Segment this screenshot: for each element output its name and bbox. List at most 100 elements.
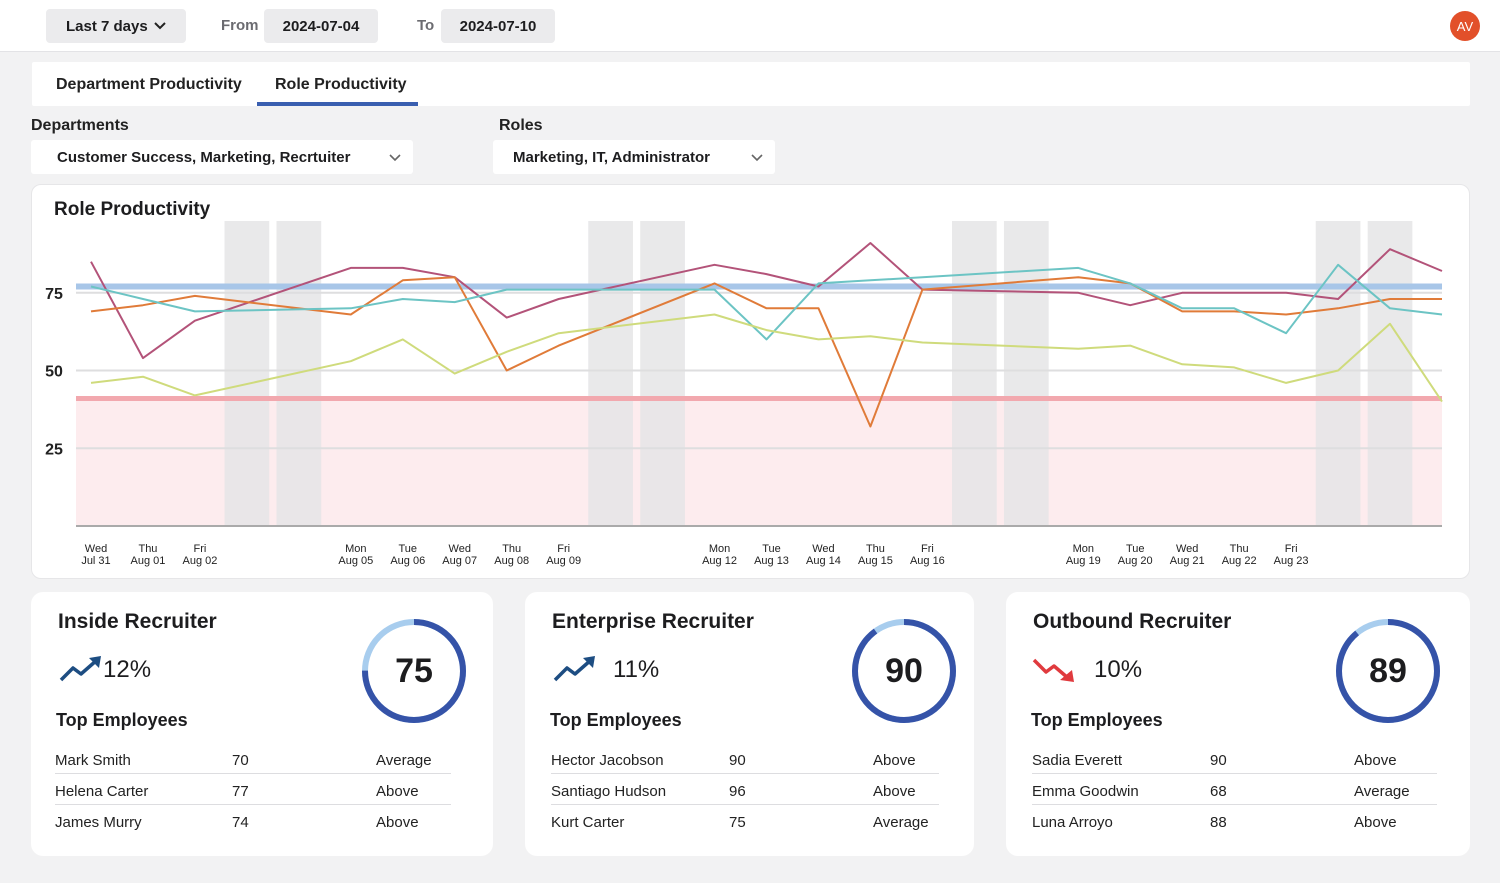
x-tick-day: Fri (921, 543, 934, 555)
to-label: To (417, 17, 435, 34)
employee-name: Helena Carter (55, 783, 149, 800)
score-gauge (852, 619, 956, 723)
score-value: 75 (395, 651, 433, 690)
employee-rating: Average (873, 814, 929, 831)
card-title: Inside Recruiter (58, 610, 217, 633)
x-tick-date: Aug 15 (858, 555, 893, 567)
x-tick-day: Tue (762, 543, 781, 555)
recruiter-card: Inside Recruiter 12% 75 Top Employees Mark… (31, 592, 493, 856)
x-tick-day: Mon (709, 543, 730, 555)
score-gauge (1336, 619, 1440, 723)
avatar[interactable]: AV (1450, 11, 1480, 41)
date-range-label: Last 7 days (66, 17, 148, 35)
employee-score: 68 (1210, 783, 1227, 800)
employee-score: 77 (232, 783, 249, 800)
y-tick-label: 25 (45, 441, 63, 458)
top-employees-heading: Top Employees (56, 710, 188, 730)
x-tick-day: Wed (1176, 543, 1198, 555)
change-percent: 11% (613, 656, 660, 683)
x-tick-day: Fri (557, 543, 570, 555)
x-tick-day: Tue (398, 543, 417, 555)
recruiter-card: Enterprise Recruiter 11% 90 Top Employees … (525, 592, 974, 856)
x-tick-day: Fri (194, 543, 207, 555)
employee-score: 90 (729, 752, 746, 769)
employee-row: Hector Jacobson 90 Above (551, 744, 939, 774)
score-value: 89 (1369, 651, 1407, 690)
employee-score: 75 (729, 814, 746, 831)
roles-label: Roles (499, 117, 543, 134)
tab-department-productivity[interactable]: Department Productivity (56, 76, 242, 93)
x-tick-day: Thu (866, 543, 885, 555)
to-date-field[interactable]: 2024-07-10 (441, 9, 555, 43)
tab-role-productivity[interactable]: Role Productivity (275, 76, 407, 93)
employee-name: Mark Smith (55, 752, 131, 769)
weekend-band (224, 221, 270, 526)
employee-name: James Murry (55, 814, 142, 831)
departments-select[interactable]: Customer Success, Marketing, Recrtuiter (31, 140, 413, 174)
weekend-band (1367, 221, 1413, 526)
chevron-down-icon (751, 154, 763, 162)
series-line-3 (90, 263, 1443, 341)
employee-rating: Above (376, 783, 419, 800)
employee-row: Kurt Carter 75 Average (551, 806, 939, 836)
x-tick-date: Aug 05 (338, 555, 373, 567)
active-tab-indicator (257, 102, 418, 106)
employee-score: 96 (729, 783, 746, 800)
employee-score: 74 (232, 814, 249, 831)
x-tick-date: Aug 02 (182, 555, 217, 567)
top-bar: Last 7 days From 2024-07-04 To 2024-07-1… (0, 0, 1500, 52)
avatar-initials: AV (1456, 18, 1474, 34)
tab-bar: Department Productivity Role Productivit… (32, 62, 1470, 106)
x-tick-day: Tue (1126, 543, 1145, 555)
employee-row: Sadia Everett 90 Above (1032, 744, 1437, 774)
x-tick-date: Aug 09 (546, 555, 581, 567)
employee-score: 88 (1210, 814, 1227, 831)
employee-rating: Above (873, 752, 916, 769)
chart-title: Role Productivity (54, 199, 211, 220)
x-tick-date: Aug 01 (131, 555, 166, 567)
weekend-band (640, 221, 685, 526)
roles-value: Marketing, IT, Administrator (513, 148, 710, 166)
x-tick-day: Thu (502, 543, 521, 555)
x-tick-date: Aug 07 (442, 555, 477, 567)
x-tick-date: Aug 22 (1222, 555, 1257, 567)
employee-name: Kurt Carter (551, 814, 625, 831)
top-employees-heading: Top Employees (1031, 710, 1163, 730)
employee-row: Luna Arroyo 88 Above (1032, 806, 1437, 836)
x-tick-date: Aug 14 (806, 555, 841, 567)
employee-score: 90 (1210, 752, 1227, 769)
x-tick-date: Aug 23 (1274, 555, 1309, 567)
card-title: Enterprise Recruiter (552, 610, 754, 633)
employee-name: Hector Jacobson (551, 752, 664, 769)
x-tick-day: Thu (138, 543, 157, 555)
x-tick-date: Aug 08 (494, 555, 529, 567)
date-range-select[interactable]: Last 7 days (46, 9, 186, 43)
series-line-4 (90, 313, 1443, 403)
employee-row: James Murry 74 Above (55, 806, 451, 836)
x-tick-date: Aug 21 (1170, 555, 1205, 567)
from-date-value: 2024-07-04 (282, 17, 360, 35)
departments-label: Departments (31, 117, 129, 134)
series-line-2 (90, 276, 1442, 428)
from-label: From (221, 17, 259, 34)
recruiter-card: Outbound Recruiter 10% 89 Top Employees Sa… (1006, 592, 1470, 856)
x-tick-date: Aug 12 (702, 555, 737, 567)
employee-rating: Above (1354, 752, 1397, 769)
employee-name: Emma Goodwin (1032, 783, 1139, 800)
x-tick-date: Aug 19 (1066, 555, 1101, 567)
employee-row: Emma Goodwin 68 Average (1032, 775, 1437, 805)
employee-rating: Average (1354, 783, 1410, 800)
chevron-down-icon (154, 22, 166, 30)
roles-select[interactable]: Marketing, IT, Administrator (493, 140, 775, 174)
from-date-field[interactable]: 2024-07-04 (264, 9, 378, 43)
to-date-value: 2024-07-10 (459, 17, 537, 35)
employee-rating: Above (1354, 814, 1397, 831)
trend-up-icon (553, 656, 595, 682)
weekend-band (952, 221, 997, 526)
role-productivity-chart-card: Role Productivity 25 50 75 Wed Jul 31 Thu Aug … (31, 184, 1470, 579)
x-tick-date: Aug 13 (754, 555, 789, 567)
x-tick-day: Wed (85, 543, 107, 555)
employee-name: Sadia Everett (1032, 752, 1123, 769)
employee-rating: Average (376, 752, 432, 769)
